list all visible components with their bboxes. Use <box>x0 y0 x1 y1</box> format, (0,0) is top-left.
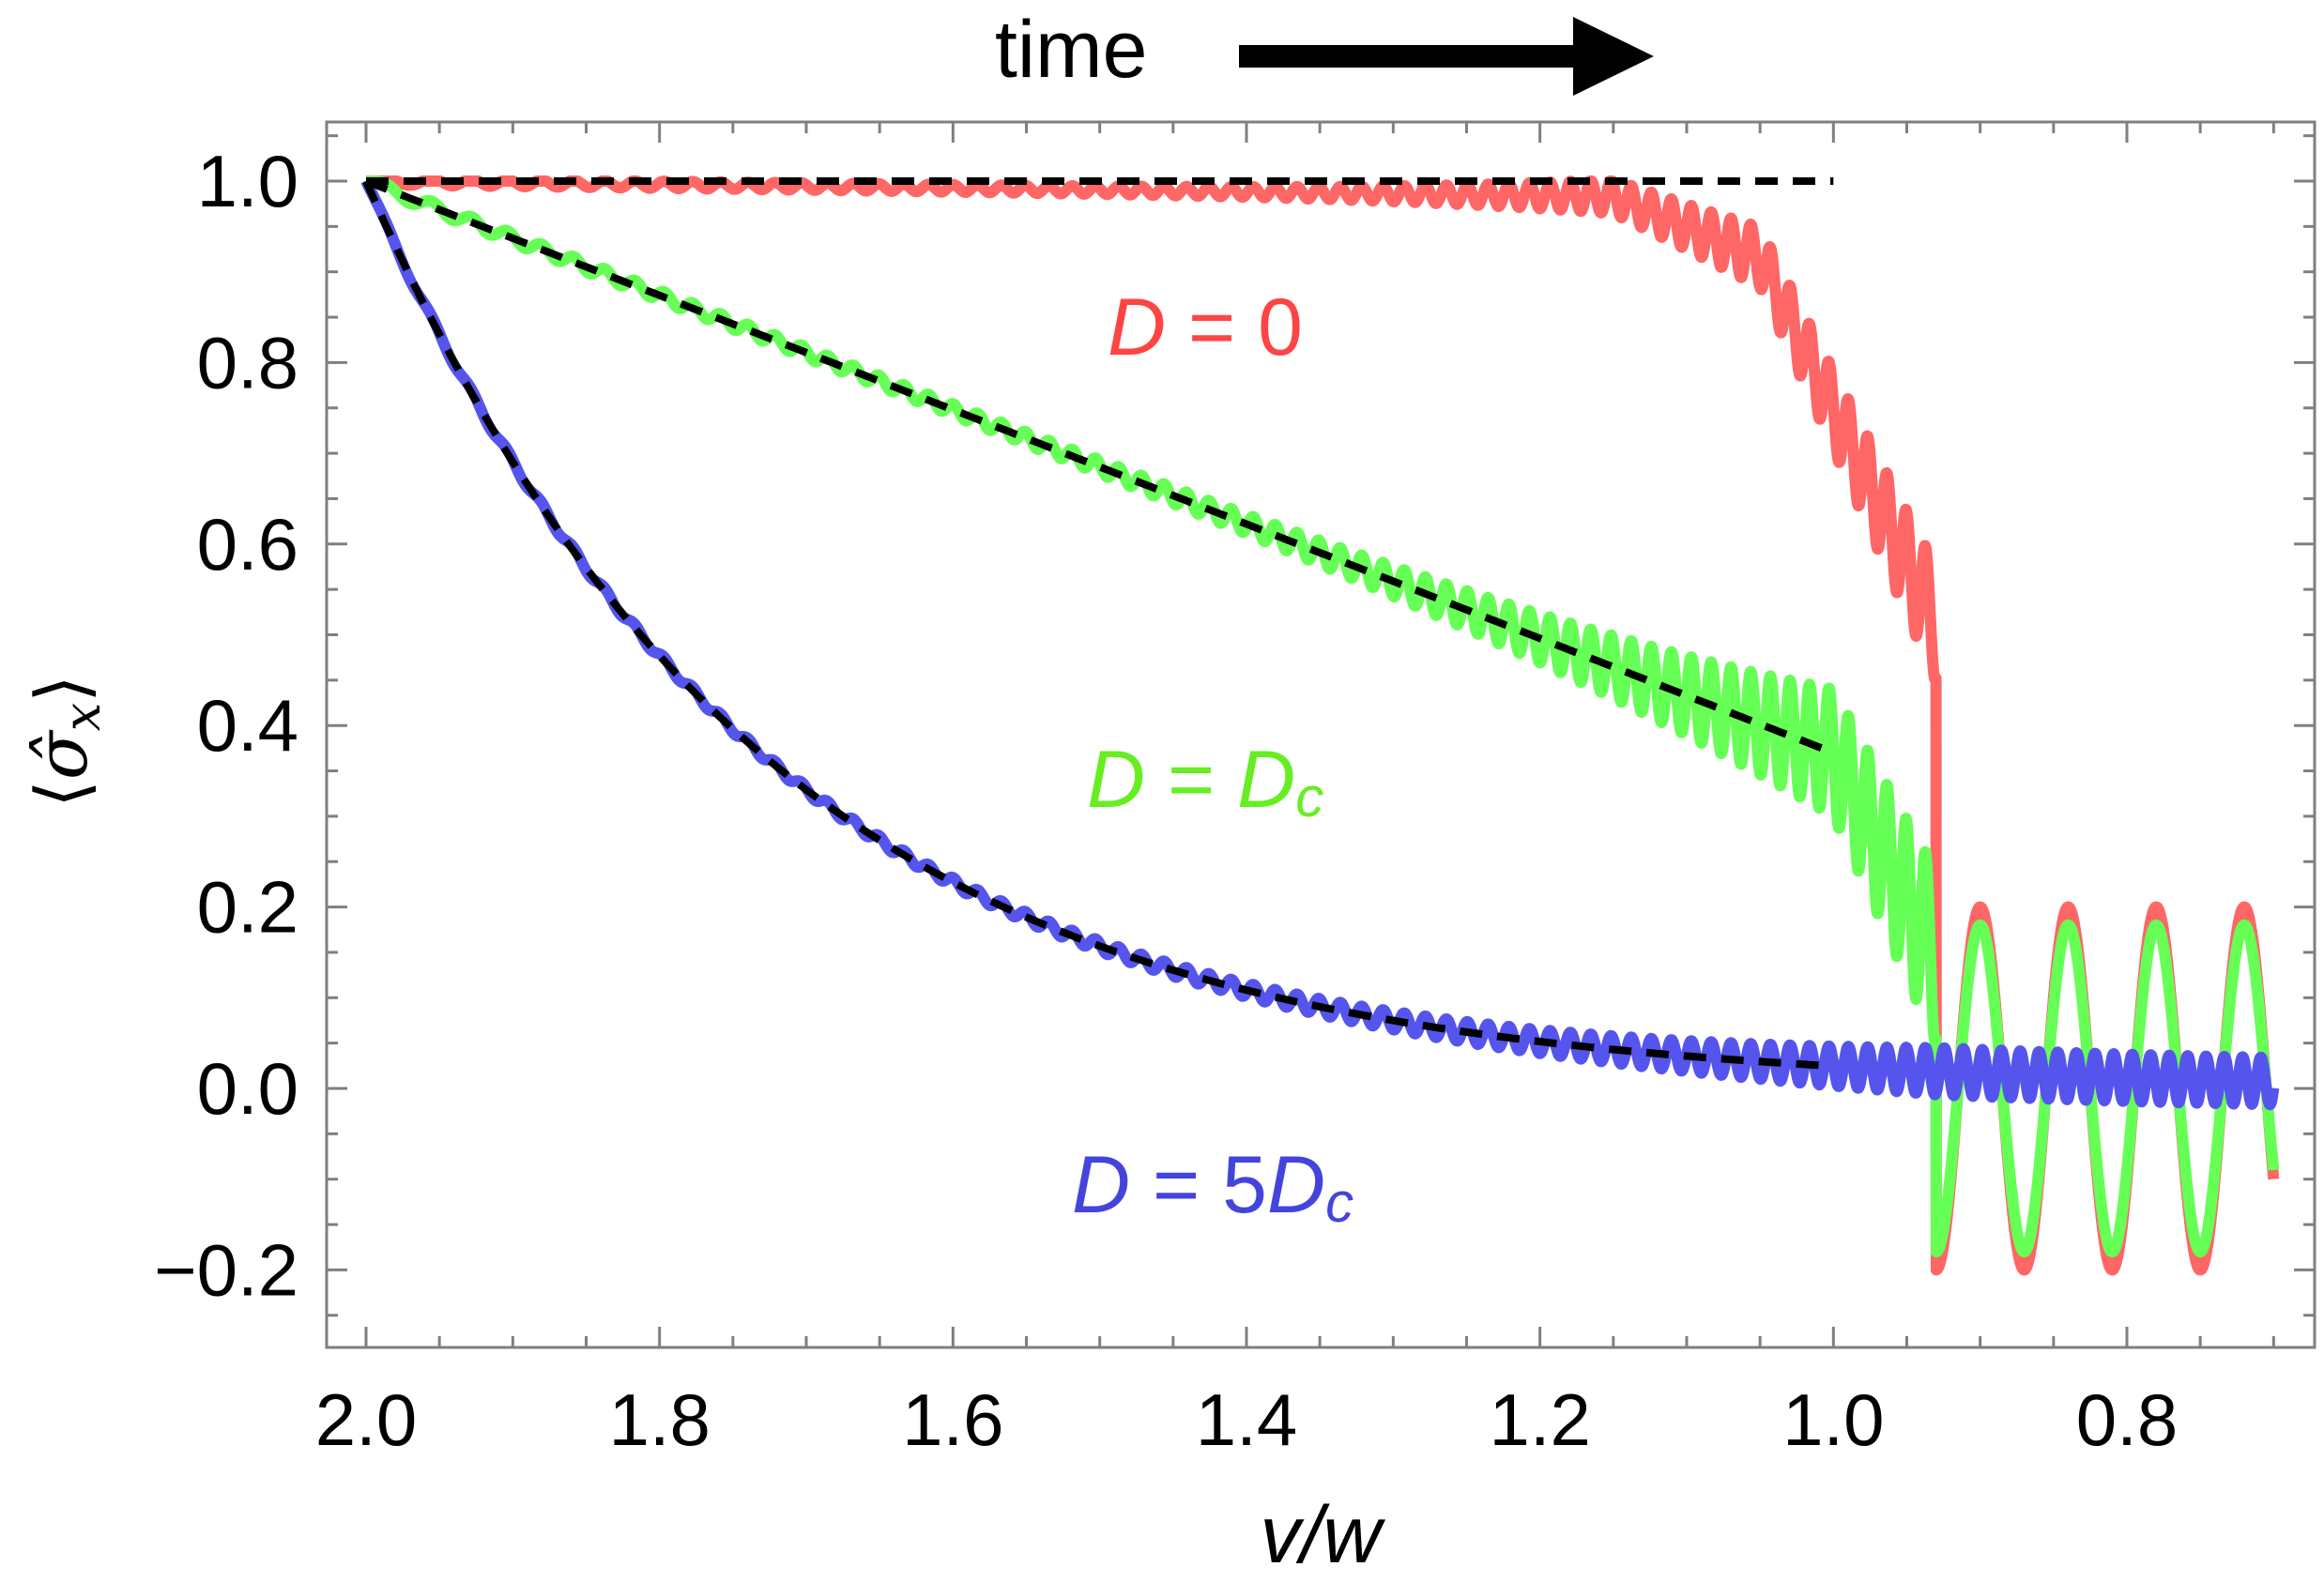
y-tick-label: 0.4 <box>197 684 298 767</box>
label-5dc: D = 5Dc <box>1072 1140 1353 1234</box>
y-axis-title: ⟨σ̂x⟩ <box>20 675 112 808</box>
y-tick-label: −0.2 <box>154 1228 298 1311</box>
label-5dc-d: D <box>1072 1140 1130 1230</box>
x-tick-label: 1.8 <box>608 1378 710 1461</box>
y-axis-close: ⟩ <box>20 675 103 703</box>
label-d0-d: D <box>1108 282 1166 373</box>
label-5dc-sub: c <box>1325 1171 1353 1234</box>
label-5dc-eq: = 5 <box>1130 1140 1267 1230</box>
series-line-0 <box>360 175 2280 1276</box>
guides-group <box>362 177 1835 1071</box>
y-tick-label: 0.0 <box>197 1047 298 1130</box>
series-line-2 <box>360 175 2280 1111</box>
y-tick-label: 0.6 <box>197 503 298 586</box>
y-axis-symbol: σ̂ <box>20 729 103 780</box>
y-axis-subscript: x <box>53 703 112 731</box>
y-tick-label: 1.0 <box>197 140 298 222</box>
y-axis-open: ⟨ <box>20 780 103 808</box>
label-dc-d: D <box>1087 735 1145 825</box>
label-dc: D = Dc <box>1087 735 1323 829</box>
y-tick-label: 0.8 <box>197 321 298 403</box>
label-d0-rest: = 0 <box>1166 282 1303 373</box>
label-dc-d2: D <box>1237 735 1295 825</box>
tick-labels-group: 2.0 1.8 1.6 1.4 1.2 1.0 0.8 1.0 0.8 0.6 0.4 0.2 0.0 −… <box>154 140 2178 1461</box>
label-dc-eq: = <box>1145 735 1237 825</box>
series-lines-group <box>360 175 2280 1276</box>
adiabatic-guide-2 <box>362 179 1834 1071</box>
y-tick-label: 0.2 <box>197 866 298 949</box>
ticks-group <box>327 122 2315 1347</box>
label-dc-sub: c <box>1295 766 1323 829</box>
x-tick-label: 1.6 <box>902 1378 1003 1461</box>
label-5dc-d2: D <box>1267 1140 1325 1230</box>
x-tick-label: 2.0 <box>315 1378 417 1461</box>
time-label: time <box>995 5 1147 95</box>
x-tick-label: 0.8 <box>2076 1378 2178 1461</box>
x-tick-label: 1.0 <box>1782 1378 1884 1461</box>
time-arrowhead <box>1573 17 1654 96</box>
x-tick-label: 1.2 <box>1489 1378 1590 1461</box>
x-axis-title: v/w <box>1261 1490 1386 1580</box>
x-tick-label: 1.4 <box>1196 1378 1297 1461</box>
label-d0: D = 0 <box>1108 282 1303 373</box>
